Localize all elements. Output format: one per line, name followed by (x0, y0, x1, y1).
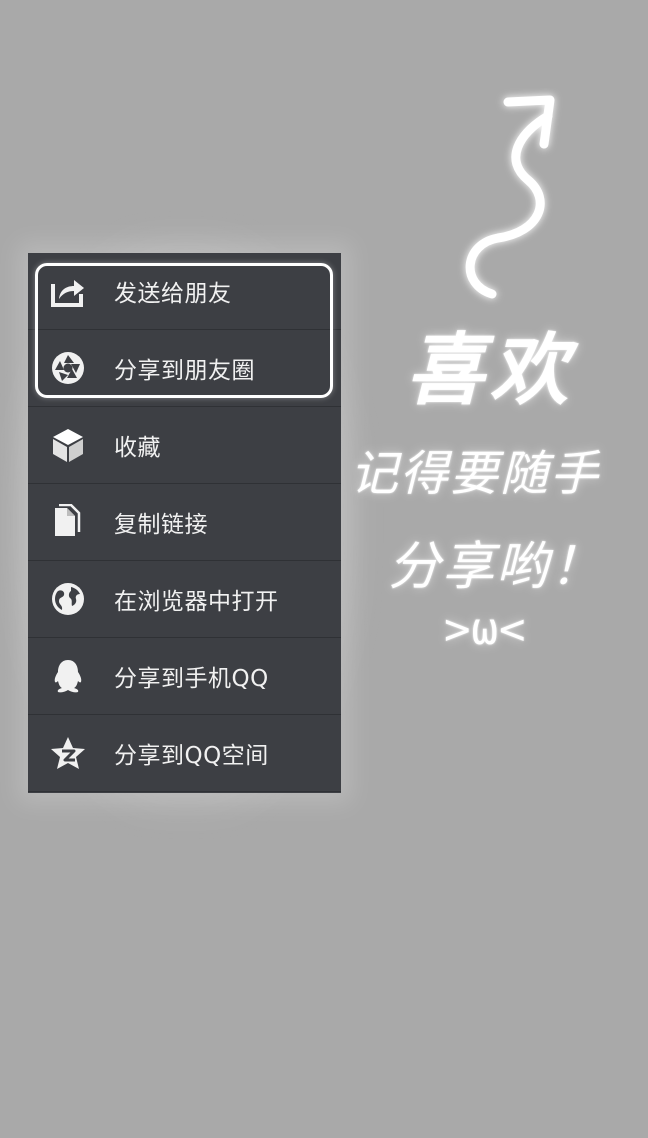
menu-item-share-qq[interactable]: 分享到手机QQ (28, 638, 341, 715)
menu-item-label: 分享到手机QQ (114, 666, 269, 692)
copy-link-icon (49, 503, 87, 541)
qzone-star-icon (49, 734, 87, 772)
browser-globe-icon (49, 580, 87, 618)
menu-item-share-qzone[interactable]: 分享到QQ空间 (28, 715, 341, 792)
menu-item-label: 分享到QQ空间 (114, 743, 269, 769)
moments-icon (49, 349, 87, 387)
menu-item-send-to-friend[interactable]: 发送给朋友 (28, 253, 341, 330)
qq-penguin-icon (49, 657, 87, 695)
share-menu: 发送给朋友 分享到朋友圈 (28, 253, 341, 793)
menu-item-copy-link[interactable]: 复制链接 (28, 484, 341, 561)
remember-handwriting: 记得要随手 (350, 446, 601, 502)
menu-item-label: 分享到朋友圈 (114, 358, 255, 384)
menu-item-label: 复制链接 (114, 512, 208, 538)
share-handwriting: 分享哟！ (388, 537, 605, 597)
curved-arrow-doodle (465, 95, 555, 299)
favorite-cube-icon (49, 426, 87, 464)
menu-item-label: 收藏 (114, 435, 161, 461)
menu-item-favorite[interactable]: 收藏 (28, 407, 341, 484)
menu-item-moments[interactable]: 分享到朋友圈 (28, 330, 341, 407)
like-handwriting: 喜欢 (406, 325, 575, 416)
menu-item-label: 在浏览器中打开 (114, 589, 279, 615)
kaomoji-face: >ω< (444, 604, 527, 655)
send-to-friend-icon (49, 272, 87, 310)
menu-item-label: 发送给朋友 (114, 281, 232, 307)
menu-item-open-in-browser[interactable]: 在浏览器中打开 (28, 561, 341, 638)
